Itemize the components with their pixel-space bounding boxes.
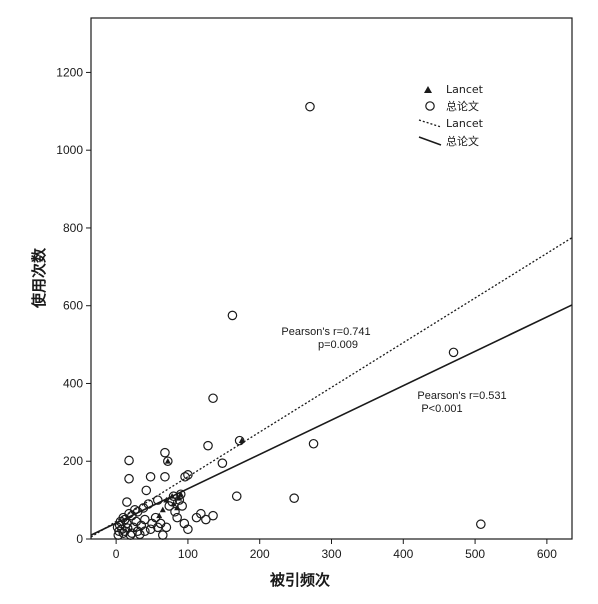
point-all-papers: [160, 447, 170, 458]
regression-lines: [90, 237, 573, 538]
point-all-papers: [122, 497, 132, 507]
y-tick-label: 400: [63, 376, 83, 390]
point-all-papers: [201, 514, 211, 525]
point-all-papers: [476, 519, 486, 530]
point-all-papers: [170, 506, 180, 517]
point-lancet: [159, 506, 166, 513]
legend-label-all-papers-points: 总论文: [446, 99, 479, 113]
point-all-papers: [289, 493, 299, 503]
annotation-all-papers-p: P<0.001: [421, 403, 462, 415]
point-all-papers: [122, 523, 133, 533]
point-all-papers: [172, 512, 182, 523]
point-all-papers: [114, 526, 124, 537]
point-all-papers: [140, 514, 150, 525]
point-lancet: [169, 493, 176, 499]
x-axis: 0 100 200 300 400 500 600: [113, 539, 557, 561]
point-all-papers: [152, 495, 163, 505]
point-lancet: [176, 494, 183, 501]
legend-marker-triangle: [424, 86, 432, 93]
x-tick-label: 400: [393, 547, 413, 561]
point-all-papers: [141, 485, 152, 496]
point-all-papers: [180, 471, 190, 482]
y-tick-label: 800: [63, 221, 83, 235]
point-all-papers: [227, 310, 238, 321]
point-all-papers: [448, 347, 459, 358]
point-all-papers: [308, 438, 319, 449]
legend-label-all-papers-fit: 总论文: [446, 134, 479, 148]
point-all-papers: [305, 101, 315, 112]
point-all-papers: [163, 456, 173, 467]
y-tick-label: 0: [76, 532, 83, 546]
legend-marker-dotted-line: [418, 119, 442, 128]
point-all-papers: [145, 471, 156, 482]
point-all-papers: [196, 508, 206, 519]
point-all-papers: [124, 473, 134, 484]
annotation-all-papers-r: Pearson's r=0.531: [417, 390, 506, 402]
x-tick-label: 200: [250, 547, 270, 561]
legend-label-lancet-fit: Lancet: [446, 117, 484, 130]
point-lancet: [156, 512, 163, 519]
x-tick-label: 300: [321, 547, 341, 561]
point-all-papers: [177, 501, 187, 511]
y-axis-title: 使用次数: [30, 247, 48, 309]
point-all-papers: [217, 458, 228, 468]
point-all-papers: [208, 393, 218, 404]
y-tick-label: 1200: [56, 65, 83, 79]
point-all-papers: [152, 522, 163, 533]
x-axis-title: 被引频次: [270, 571, 330, 589]
data-points: [112, 101, 486, 540]
y-tick-label: 200: [63, 454, 83, 468]
point-all-papers: [231, 491, 242, 502]
point-lancet: [238, 437, 245, 444]
point-all-papers: [140, 526, 150, 537]
x-tick-label: 600: [537, 547, 557, 561]
point-lancet: [163, 496, 170, 503]
point-all-papers: [208, 510, 218, 521]
x-tick-label: 0: [113, 547, 120, 561]
annotation-lancet: Pearson's r=0.741 p=0.009: [281, 326, 370, 351]
point-all-papers: [131, 516, 142, 527]
point-all-papers: [124, 455, 134, 466]
point-all-papers: [157, 530, 168, 540]
annotation-all-papers: Pearson's r=0.531 P<0.001: [417, 390, 506, 415]
y-tick-label: 600: [63, 299, 83, 313]
legend-label-lancet-points: Lancet: [446, 83, 484, 96]
point-all-papers: [113, 530, 124, 540]
annotation-lancet-r: Pearson's r=0.741: [281, 326, 370, 338]
fit-line-lancet: [90, 237, 573, 538]
point-all-papers: [203, 440, 213, 451]
point-all-papers: [135, 529, 145, 540]
y-axis: 0 200 400 600 800 1000 1200: [56, 65, 91, 546]
point-all-papers: [145, 524, 156, 535]
point-all-papers: [160, 471, 170, 482]
annotation-lancet-p: p=0.009: [318, 339, 358, 351]
legend: Lancet 总论文 Lancet 总论文: [418, 83, 484, 148]
point-all-papers: [183, 524, 193, 535]
point-lancet: [174, 504, 181, 511]
x-tick-label: 500: [465, 547, 485, 561]
legend-marker-circle: [425, 101, 435, 111]
x-tick-label: 100: [178, 547, 198, 561]
y-tick-label: 1000: [56, 143, 83, 157]
point-all-papers: [183, 470, 193, 480]
point-all-papers: [128, 522, 139, 533]
point-lancet: [170, 500, 177, 507]
point-lancet: [164, 458, 171, 464]
legend-marker-solid-line: [418, 136, 442, 146]
point-all-papers: [234, 435, 245, 446]
